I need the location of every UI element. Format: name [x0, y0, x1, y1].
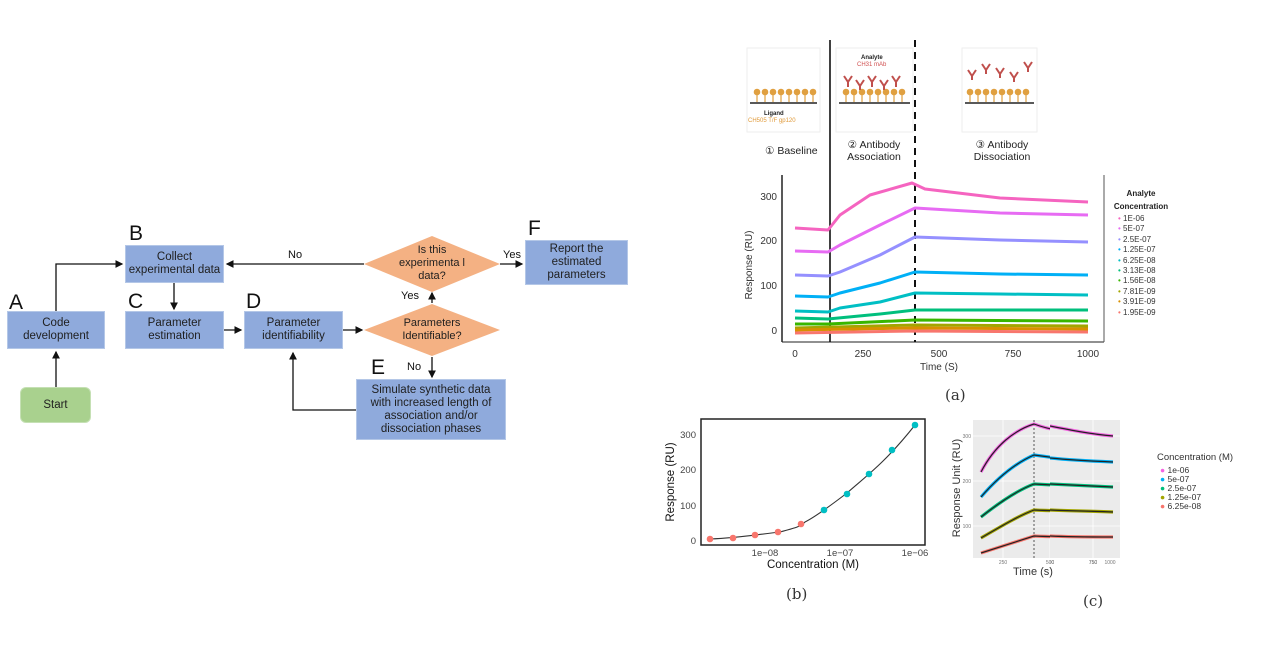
- legend-item: • 1.25E-07: [1118, 245, 1156, 255]
- svg-text:Response (RU): Response (RU): [744, 231, 755, 300]
- svg-text:250: 250: [999, 560, 1008, 566]
- svg-text:1e−06: 1e−06: [902, 548, 929, 559]
- analyte-detail: CH31 mAb: [857, 62, 887, 68]
- decision-identifiable-label: Parameters Identifiable?: [402, 317, 462, 342]
- svg-text:Response (RU): Response (RU): [665, 442, 677, 521]
- node-letter-b: B: [129, 222, 144, 245]
- ligand-icon: [750, 88, 817, 104]
- node-simulate-synthetic-data: Simulate synthetic data with increased l…: [356, 379, 506, 440]
- legend-c: ● 1e-06 ● 5e-07 ● 2.5e-07 ● 1.25e-07 ● 6…: [1160, 466, 1201, 511]
- svg-text:Time (s): Time (s): [1013, 566, 1053, 578]
- phase-label-baseline: ① Baseline: [765, 145, 818, 157]
- legend-item: ● 6.25e-08: [1160, 501, 1202, 511]
- svg-text:300: 300: [963, 434, 972, 440]
- node-letter-c: C: [128, 290, 144, 313]
- svg-text:500: 500: [1050, 560, 1054, 566]
- node-parameter-estimation: Parameter estimation: [125, 311, 224, 349]
- svg-text:0: 0: [691, 536, 696, 547]
- decision-experimental-label: Is this experimenta l data?: [398, 244, 466, 282]
- node-collect-experimental-data: Collect experimental data: [125, 245, 224, 283]
- node-letter-a: A: [9, 291, 24, 314]
- svg-text:1000: 1000: [1077, 349, 1100, 360]
- svg-text:250: 250: [855, 349, 872, 360]
- svg-text:1e−07: 1e−07: [827, 548, 854, 559]
- caption-b: (b): [786, 585, 808, 603]
- legend-item: • 1.95E-09: [1118, 307, 1156, 317]
- phase-label-association: ② Antibody Association: [847, 139, 901, 163]
- legend-item: ● 1.25e-07: [1160, 492, 1202, 502]
- svg-text:750: 750: [1089, 560, 1098, 566]
- phase-label-dissociation: ③ Antibody Dissociation: [973, 139, 1031, 163]
- svg-text:750: 750: [1089, 560, 1098, 566]
- svg-text:200: 200: [680, 465, 696, 476]
- svg-text:Concentration (M): Concentration (M): [767, 559, 859, 571]
- node-start: Start: [20, 387, 91, 423]
- edge-label-yes-experimental: Yes: [503, 249, 521, 261]
- edge-label-no-identifiable: No: [407, 361, 422, 373]
- legend-item: • 3.91E-09: [1118, 297, 1156, 307]
- legend-c-title: Concentration (M): [1157, 452, 1234, 463]
- legend-item: • 7.81E-09: [1118, 286, 1156, 296]
- node-parameter-identifiability: Parameter identifiability: [244, 311, 343, 349]
- svg-text:750: 750: [1005, 349, 1022, 360]
- sensorgram-chart: 0 100 200 300 0 250 500 750 1000 Time (S) Res…: [744, 40, 1105, 373]
- svg-text:0: 0: [771, 326, 777, 337]
- legend-title: Analyte Concentration: [1113, 189, 1169, 211]
- svg-text:500: 500: [1046, 560, 1055, 566]
- legend-item: • 3.13E-08: [1118, 266, 1156, 276]
- svg-text:500: 500: [931, 349, 948, 360]
- ligand-detail: CH505 T/F gp120: [748, 118, 796, 124]
- svg-text:100: 100: [963, 524, 972, 530]
- svg-text:0: 0: [792, 349, 798, 360]
- svg-text:200: 200: [760, 236, 777, 247]
- analyte-title: Analyte: [861, 55, 883, 61]
- svg-text:200: 200: [963, 479, 972, 485]
- node-letter-d: D: [246, 290, 262, 313]
- legend-item: • 1E-06: [1118, 214, 1145, 223]
- edge-label-no-experimental: No: [288, 249, 303, 261]
- legend-item: • 1.56E-08: [1118, 276, 1156, 286]
- svg-text:100: 100: [680, 501, 696, 512]
- edge-label-yes-identifiable: Yes: [401, 290, 419, 302]
- ligand-title: Ligand: [764, 111, 784, 117]
- legend-item: • 5E-07: [1118, 224, 1145, 234]
- svg-text:Time (S): Time (S): [920, 362, 958, 373]
- legend-item: • 2.5E-07: [1118, 234, 1152, 244]
- legend-item: ● 2.5e-07: [1160, 483, 1197, 493]
- decision-identifiable-shape: [364, 304, 500, 356]
- svg-text:1e−08: 1e−08: [752, 548, 779, 559]
- model-fit-right-area: 500 750 1000: [1050, 420, 1120, 566]
- dose-response-chart: 0 100 200 300 1e−08 1e−07 1e−06 Concentratio…: [665, 418, 929, 571]
- flowchart-connectors: [52, 236, 524, 411]
- caption-c: (c): [1083, 592, 1104, 610]
- caption-a: (a): [945, 386, 966, 404]
- node-letter-e: E: [371, 356, 386, 379]
- legend-item: ● 5e-07: [1160, 474, 1190, 484]
- decision-experimental-shape: [364, 236, 500, 292]
- svg-text:300: 300: [680, 430, 696, 441]
- svg-text:300: 300: [760, 192, 777, 203]
- legend-item: ● 1e-06: [1160, 465, 1190, 475]
- svg-text:Response Unit (RU): Response Unit (RU): [951, 439, 963, 537]
- node-code-development: Code development: [7, 311, 105, 349]
- free-antibody-icon: [965, 61, 1034, 104]
- svg-text:100: 100: [760, 281, 777, 292]
- legend-item: • 6.25E-08: [1118, 255, 1156, 265]
- node-report-estimated-parameters: Report the estimated parameters: [525, 240, 628, 285]
- node-letter-f: F: [528, 217, 541, 240]
- bound-antibody-icon: [839, 75, 910, 104]
- legend-a: • 1E-06 • 5E-07 • 2.5E-07 • 1.25E-07 • 6…: [1118, 214, 1156, 318]
- phase-schematics: [746, 47, 1038, 133]
- svg-text:1000: 1000: [1104, 560, 1115, 566]
